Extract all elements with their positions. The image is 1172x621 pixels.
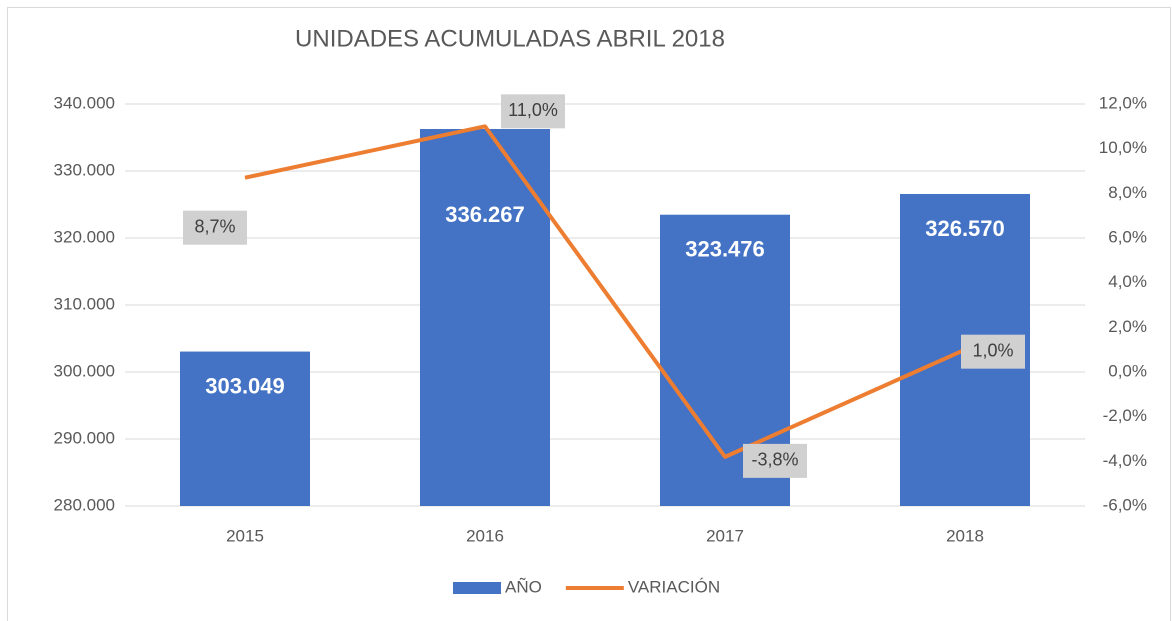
bar <box>180 351 310 506</box>
x-tick-label: 2015 <box>226 526 264 545</box>
y2-tick-label: 4,0% <box>1108 272 1147 291</box>
y-tick-label: 320.000 <box>54 227 115 246</box>
y2-tick-label: 12,0% <box>1099 93 1147 112</box>
y2-tick-label: 8,0% <box>1108 183 1147 202</box>
y-tick-label: 300.000 <box>54 361 115 380</box>
line-value-label: 11,0% <box>508 100 558 120</box>
line-label-box <box>183 210 247 245</box>
y2-tick-label: -2,0% <box>1103 406 1147 425</box>
y2-tick-label: 6,0% <box>1108 227 1147 246</box>
bar-value-label: 336.267 <box>445 202 525 227</box>
y-tick-label: 330.000 <box>54 160 115 179</box>
x-tick-label: 2016 <box>466 526 504 545</box>
y2-tick-label: 0,0% <box>1108 361 1147 380</box>
chart-title: UNIDADES ACUMULADAS ABRIL 2018 <box>295 25 725 52</box>
y-tick-label: 340.000 <box>54 93 115 112</box>
line-value-label: -3,8% <box>751 450 798 470</box>
y-tick-label: 280.000 <box>54 495 115 514</box>
line-label-box <box>743 443 807 478</box>
bar <box>420 129 550 506</box>
bar-value-label: 303.049 <box>205 373 285 398</box>
y2-tick-label: -4,0% <box>1103 451 1147 470</box>
line-label-box <box>961 334 1025 369</box>
legend-label: VARIACIÓN <box>628 577 720 596</box>
bar-value-label: 326.570 <box>925 216 1005 241</box>
x-tick-label: 2017 <box>706 526 744 545</box>
x-tick-label: 2018 <box>946 526 984 545</box>
line <box>244 124 966 459</box>
y2-tick-label: 2,0% <box>1108 317 1147 336</box>
line-label-box <box>501 94 565 129</box>
legend-swatch <box>453 582 501 594</box>
y2-tick-label: 10,0% <box>1099 138 1147 157</box>
bar-value-label: 323.476 <box>685 237 765 262</box>
chart-frame <box>7 7 1171 621</box>
y-tick-label: 310.000 <box>54 294 115 313</box>
y2-tick-label: -6,0% <box>1103 495 1147 514</box>
legend-label: AÑO <box>505 577 542 596</box>
line-value-label: 8,7% <box>194 216 235 236</box>
line-value-label: 1,0% <box>972 340 1013 360</box>
y-tick-label: 290.000 <box>54 428 115 447</box>
